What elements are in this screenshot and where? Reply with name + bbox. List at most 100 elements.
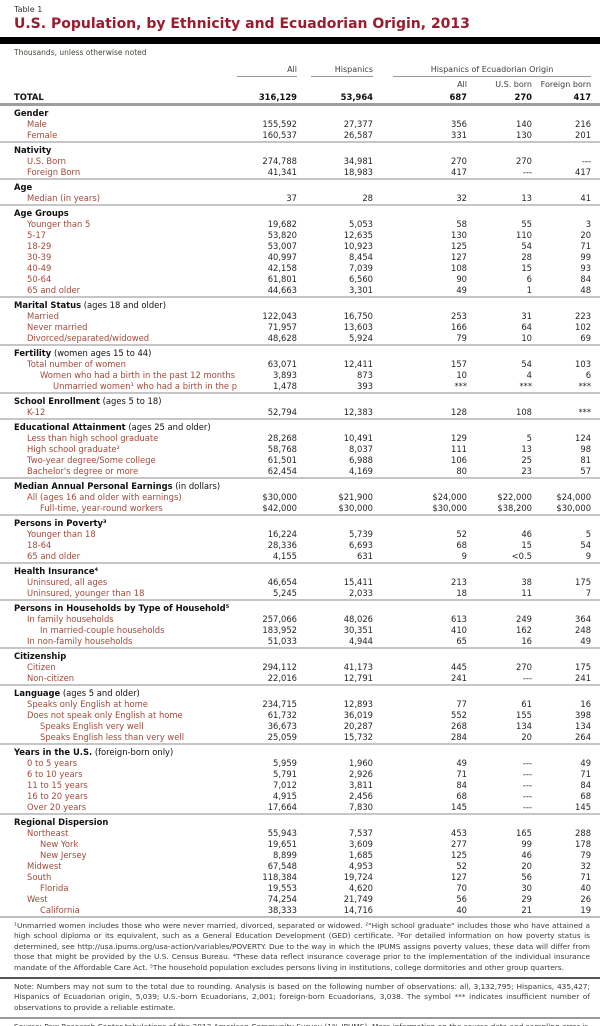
- cell-value: 7: [585, 588, 592, 598]
- cell-value: 8,899: [273, 850, 297, 860]
- section-label: Nativity: [0, 141, 600, 156]
- sub-header-all: All: [457, 80, 467, 89]
- cell-value: 14,716: [343, 905, 373, 915]
- section-label: Years in the U.S. (foreign-born only): [0, 743, 600, 758]
- col-header-hispanics: Hispanics: [299, 64, 375, 77]
- table-row: In non-family households 51,033 4,944 65 16 4…: [0, 636, 600, 648]
- cell-value: 12,635: [343, 230, 373, 240]
- section-header-row: Marital Status (ages 18 and older): [0, 296, 600, 311]
- cell-value: 3: [585, 219, 592, 229]
- section-header-row: Regional Dispersion: [0, 813, 600, 828]
- cell-value: 157: [451, 359, 467, 369]
- table-row: 65 and older 4,155 631 9 <0.5 9: [0, 551, 600, 563]
- cell-value: 46: [521, 529, 532, 539]
- table-row: 0 to 5 years 5,959 1,960 49 --- 49: [0, 758, 600, 769]
- cell-value: 40,997: [267, 252, 297, 262]
- cell-value: ---: [581, 156, 592, 166]
- table-body: TOTAL 316,129 53,964 687 270 417 Gender Male 155…: [0, 90, 600, 917]
- row-label: Uninsured, all ages: [27, 577, 108, 587]
- row-label: Male: [27, 119, 47, 129]
- cell-value: 130: [516, 130, 532, 140]
- cell-value: 36,019: [343, 710, 373, 720]
- cell-value: 7,830: [349, 802, 373, 812]
- cell-value: ---: [522, 780, 532, 790]
- table-row: 18-64 28,336 6,693 68 15 54: [0, 540, 600, 551]
- cell-value: 18,983: [343, 167, 373, 177]
- cell-value: 145: [575, 802, 592, 812]
- section-label: School Enrollment (ages 5 to 18): [0, 392, 600, 407]
- row-label: Over 20 years: [27, 802, 87, 812]
- row-label: 30-39: [27, 252, 52, 262]
- cell-value: 38: [521, 577, 532, 587]
- row-label: Two-year degree/Some college: [27, 455, 156, 465]
- cell-value: 81: [580, 455, 592, 465]
- cell-value: 98: [580, 444, 592, 454]
- cell-value: 54: [521, 241, 532, 251]
- section-label: Language (ages 5 and older): [0, 684, 600, 699]
- table-number: Table 1: [14, 5, 43, 14]
- row-label: California: [40, 905, 80, 915]
- section-label: Citizenship: [0, 647, 600, 662]
- cell-value: 42,158: [267, 263, 297, 273]
- cell-value: 127: [451, 252, 467, 262]
- section-header-row: Years in the U.S. (foreign-born only): [0, 743, 600, 758]
- cell-value: 264: [575, 732, 592, 742]
- cell-value: 127: [451, 872, 467, 882]
- table-row: South 118,384 19,724 127 56 71: [0, 872, 600, 883]
- cell-value: 20,287: [343, 721, 373, 731]
- cell-value: 356: [451, 119, 467, 129]
- cell-value: 41,341: [267, 167, 297, 177]
- section-label: Median Annual Personal Earnings (in doll…: [0, 477, 600, 492]
- cell-value: 2,456: [349, 791, 373, 801]
- cell-value: 28,268: [267, 433, 297, 443]
- cell-value: 216: [575, 119, 592, 129]
- cell-value: 223: [575, 311, 592, 321]
- note-text: Note: Numbers may not sum to the total d…: [0, 977, 600, 1017]
- cell-value: 122,043: [262, 311, 297, 321]
- cell-value: 134: [516, 721, 532, 731]
- row-label: Never married: [27, 322, 88, 332]
- cell-value: 19,651: [267, 839, 297, 849]
- section-label: Regional Dispersion: [0, 813, 600, 828]
- row-label: Younger than 5: [27, 219, 91, 229]
- cell-value: 61,501: [267, 455, 297, 465]
- cell-value: 99: [580, 252, 592, 262]
- cell-value: 277: [451, 839, 467, 849]
- section-header-row: Median Annual Personal Earnings (in doll…: [0, 477, 600, 492]
- cell-value: 10,491: [343, 433, 373, 443]
- cell-value: 84: [456, 780, 467, 790]
- cell-value: 80: [456, 466, 467, 476]
- table-row: 65 and older 44,663 3,301 49 1 48: [0, 285, 600, 297]
- cell-value: ***: [519, 381, 532, 391]
- cell-value: $24,000: [432, 492, 467, 502]
- cell-value: 5,739: [349, 529, 373, 539]
- table-row: Median (in years) 37 28 32 13 41: [0, 193, 600, 205]
- cell-value: 93: [580, 263, 592, 273]
- cell-value: ***: [578, 407, 592, 417]
- cell-value: 28,336: [267, 540, 297, 550]
- section-header-row: Health Insurance⁴: [0, 562, 600, 577]
- section-label: Marital Status (ages 18 and older): [0, 296, 600, 311]
- cell-value: 61,801: [267, 274, 297, 284]
- cell-value: 71: [580, 241, 592, 251]
- cell-value: ---: [522, 673, 532, 683]
- cell-value: 3,301: [349, 285, 373, 295]
- cell-value: 37: [286, 193, 297, 203]
- cell-value: 5: [526, 433, 532, 443]
- cell-value: 53,820: [267, 230, 297, 240]
- row-label: Younger than 18: [27, 529, 96, 539]
- cell-value: 155,592: [262, 119, 297, 129]
- cell-value: 4,169: [349, 466, 373, 476]
- cell-value: 58,768: [267, 444, 297, 454]
- table-row: 5-17 53,820 12,635 130 110 20: [0, 230, 600, 241]
- cell-value: 62,454: [267, 466, 297, 476]
- cell-value: ***: [454, 381, 467, 391]
- cell-value: 4: [526, 370, 532, 380]
- row-label: Foreign Born: [27, 167, 81, 177]
- cell-value: 49: [580, 636, 592, 646]
- cell-value: 12,411: [343, 359, 373, 369]
- cell-value: 6: [526, 274, 532, 284]
- cell-value: 31: [521, 311, 532, 321]
- cell-value: 4,953: [349, 861, 373, 871]
- table-row: 30-39 40,997 8,454 127 28 99: [0, 252, 600, 263]
